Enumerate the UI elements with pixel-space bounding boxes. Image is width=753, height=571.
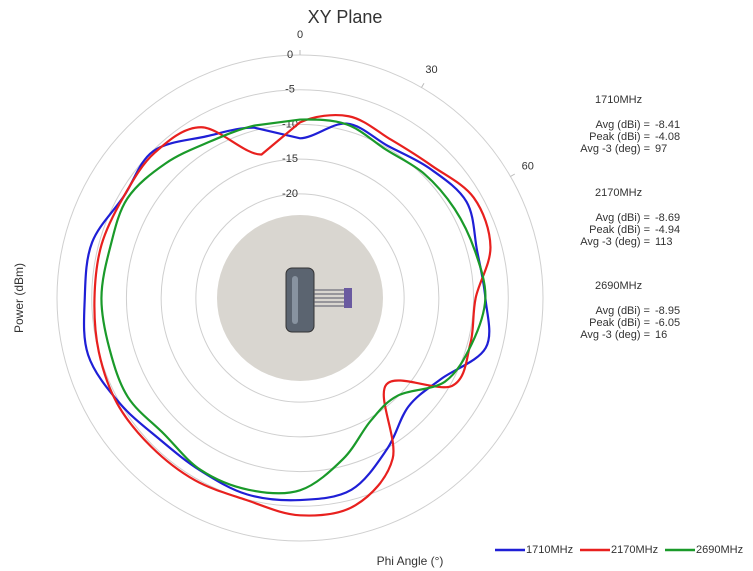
theta-tick [421,82,425,88]
series-line [100,118,487,495]
legend-label: 2690MHz [696,544,743,556]
stats-heading: 2170MHz [595,187,642,199]
grid-ring [125,123,475,473]
grid-ring [195,193,405,403]
stats-value: -8.95 [655,305,680,317]
theta-tick-label: 30 [425,64,437,76]
device-icon [285,267,352,333]
stats-heading: 2690MHz [595,280,642,292]
r-tick-label: -15 [282,153,298,165]
grid-ring [160,158,440,438]
theta-tick [510,173,516,177]
r-tick-label: -20 [282,188,298,200]
theta-tick-label: 0 [297,29,303,41]
legend-label: 2170MHz [611,544,658,556]
stats-label: Peak (dBi) = [589,317,650,329]
stats-value: -4.08 [655,131,680,143]
stats-label: Avg (dBi) = [595,119,650,131]
y-axis-label: Power (dBm) [12,263,26,333]
grid-ring [91,89,509,507]
stats-label: Avg -3 (deg) = [580,143,650,155]
chart-title: XY Plane [308,7,383,27]
stats-value: 113 [655,236,673,248]
stats-value: -8.41 [655,119,680,131]
stats-value: -4.94 [655,224,680,236]
theta-tick-label: 60 [522,160,534,172]
r-tick-label: 0 [287,49,293,61]
stats-label: Avg (dBi) = [595,305,650,317]
stats-label: Peak (dBi) = [589,224,650,236]
x-axis-label: Phi Angle (°) [377,554,444,568]
stats-label: Peak (dBi) = [589,131,650,143]
stats-value: -8.69 [655,212,680,224]
stats-label: Avg -3 (deg) = [580,329,650,341]
stats-label: Avg -3 (deg) = [580,236,650,248]
series-line [93,113,492,517]
legend-label: 1710MHz [526,544,573,556]
r-tick-label: -5 [285,84,295,96]
stats-value: 97 [655,143,667,155]
series-line [82,122,491,502]
stats-value: -6.05 [655,317,680,329]
stats-value: 16 [655,329,667,341]
stats-heading: 1710MHz [595,94,642,106]
stats-label: Avg (dBi) = [595,212,650,224]
